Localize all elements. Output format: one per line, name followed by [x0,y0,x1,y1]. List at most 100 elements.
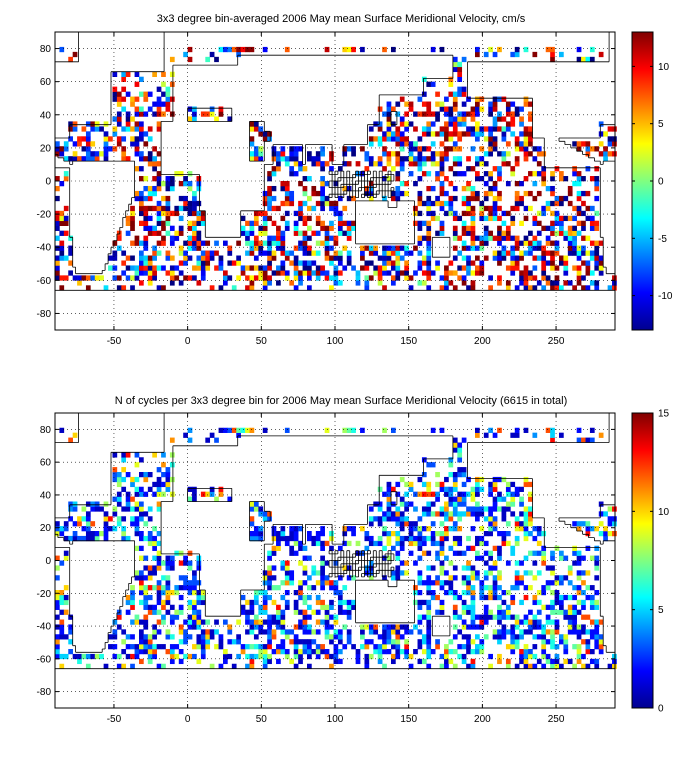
cycles-bin-cell [183,560,188,566]
velocity-bin-cell [483,190,489,197]
cycles-bin-cell [125,472,131,478]
velocity-bin-cell [589,280,595,286]
cycles-bin-cell [342,624,348,630]
cycles-bin-cell [231,427,237,433]
cycles-bin-cell [439,585,445,591]
cycles-bin-cell [581,437,586,443]
velocity-bin-cell [355,280,361,286]
velocity-bin-cell [528,151,533,157]
cycles-bin-cell [483,432,489,438]
velocity-bin-cell [448,270,454,276]
velocity-bin-cell [391,131,396,137]
velocity-bin-cell [435,91,440,97]
cycles-bin-cell [430,594,436,601]
cycles-bin-cell [395,516,401,522]
velocity-bin-cell [470,205,476,212]
velocity-bin-cell [421,161,427,167]
cycles-bin-cell [466,476,471,483]
velocity-bin-cell [386,111,392,117]
velocity-bin-cell [576,141,582,147]
cycles-bin-cell [505,486,511,492]
cycles-bin-cell [174,609,180,615]
velocity-bin-cell [329,151,334,157]
velocity-bin-cell [351,220,356,226]
cycles-bin-cell [457,594,463,601]
velocity-bin-cell [514,181,520,187]
cycles-bin-cell [448,516,454,522]
cycles-bin-cell [116,521,122,527]
velocity-bin-cell [143,141,149,147]
velocity-bin-cell [253,215,259,222]
cycles-bin-cell [240,649,246,655]
velocity-bin-cell [536,146,542,152]
cycles-bin-cell [435,481,440,488]
cycles-bin-cell [470,649,476,655]
cycles-bin-cell [417,545,423,551]
cycles-bin-cell [514,427,520,433]
velocity-bin-cell [603,156,608,162]
velocity-bin-cell [368,260,374,266]
cycles-bin-cell [492,432,498,438]
velocity-bin-cell [223,275,228,281]
velocity-bin-cell [457,76,463,82]
cycles-bin-cell [360,644,365,650]
cycles-bin-cell [585,639,591,645]
velocity-bin-cell [112,91,118,97]
cycles-bin-cell [435,639,440,645]
velocity-bin-cell [510,101,516,107]
cycles-bin-cell [479,535,485,542]
cycles-bin-cell [391,545,396,551]
velocity-bin-cell [466,181,471,187]
velocity-bin-cell [589,215,595,222]
velocity-bin-cell [457,91,463,97]
velocity-bin-cell [121,96,127,102]
cycles-bin-cell [112,467,118,473]
cycles-bin-cell [143,590,149,596]
velocity-bin-cell [382,151,387,157]
velocity-bin-cell [55,176,60,182]
velocity-bin-cell [116,101,122,107]
cycles-bin-cell [165,476,171,483]
velocity-bin-cell [470,235,476,241]
velocity-bin-cell [333,280,339,286]
velocity-bin-cell [267,171,272,177]
velocity-bin-cell [386,255,392,261]
velocity-bin-cell [567,215,573,222]
velocity-bin-cell [475,111,480,117]
velocity-bin-cell [594,166,600,172]
velocity-bin-cell [417,235,423,241]
velocity-bin-cell [408,285,414,291]
velocity-bin-cell [329,260,334,266]
cycles-bin-cell [134,644,140,650]
cycles-bin-cell [293,653,299,660]
velocity-bin-cell [576,265,582,271]
velocity-bin-cell [541,285,547,291]
cycles-bin-cell [103,501,109,507]
velocity-bin-cell [598,121,604,127]
cycles-bin-cell [589,526,595,532]
cycles-bin-cell [329,604,334,610]
velocity-bin-cell [218,106,224,112]
velocity-bin-cell [523,275,529,281]
velocity-bin-cell [505,181,511,187]
cycles-bin-cell [143,634,149,640]
cycles-bin-cell [404,491,409,497]
velocity-bin-cell [108,136,113,142]
velocity-bin-cell [245,230,250,236]
cycles-bin-cell [196,555,202,561]
cycles-bin-cell [417,570,423,576]
velocity-bin-cell [470,190,476,197]
velocity-bin-cell [143,111,149,117]
velocity-bin-cell [112,250,118,256]
cycles-bin-cell [541,585,547,591]
cycles-bin-cell [267,653,272,660]
cycles-coastlines [55,413,615,670]
velocity-bin-cell [430,215,436,222]
velocity-bin-cell [267,176,272,182]
cycles-bin-cell [417,575,423,581]
cycles-bin-cell [280,560,286,566]
velocity-bin-cell [421,91,427,97]
velocity-bin-cell [307,235,312,241]
cycles-bin-cell [559,639,564,645]
cycles-bin-cell [497,491,502,497]
